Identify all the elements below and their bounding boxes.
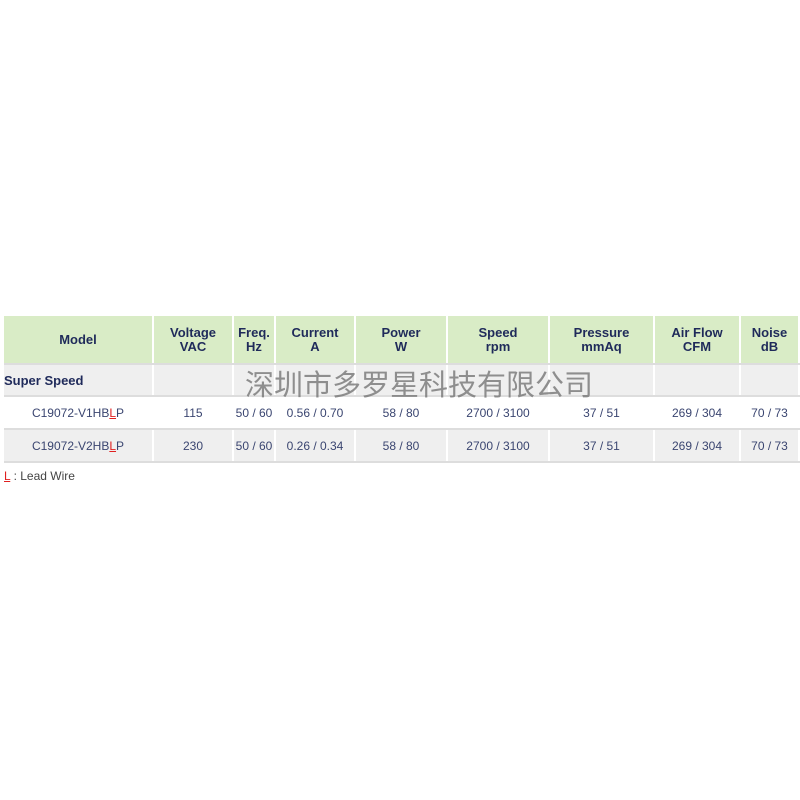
column-header: Power W — [355, 316, 448, 365]
column-header: Freq. Hz — [233, 316, 276, 365]
header-row: Model Voltage VAC Freq. Hz Current A Power W Spee… — [4, 316, 800, 365]
header-unit: VAC — [179, 338, 207, 354]
legend-note: L : Lead Wire — [4, 469, 75, 483]
header-unit: Hz — [246, 338, 262, 354]
column-header: Air Flow CFM — [654, 316, 741, 365]
header-line1: Current — [291, 324, 339, 340]
cell-freq: 50 / 60 — [233, 396, 276, 430]
watermark: 深圳市多罗星科技有限公司 — [245, 370, 594, 402]
cell-power: 58 / 80 — [355, 429, 448, 463]
cell-current: 0.56 / 0.70 — [275, 396, 356, 430]
column-header: Pressure mmAq — [549, 316, 655, 365]
cell-voltage: 230 — [153, 429, 234, 463]
cell-pressure: 37 / 51 — [549, 396, 655, 430]
table-row: C19072-V1HBLP 115 50 / 60 0.56 / 0.70 58 / 8… — [4, 396, 800, 430]
note-key: L — [4, 469, 11, 483]
cell-power: 58 / 80 — [355, 396, 448, 430]
cell-current: 0.26 / 0.34 — [275, 429, 356, 463]
header-line1: Noise — [751, 324, 788, 340]
column-header: Model — [4, 316, 154, 365]
cell-airflow: 269 / 304 — [654, 429, 741, 463]
header-line1: Air Flow — [671, 324, 723, 340]
header-unit: rpm — [485, 338, 511, 354]
cell-freq: 50 / 60 — [233, 429, 276, 463]
header-unit: CFM — [682, 338, 712, 354]
spec-table: Model Voltage VAC Freq. Hz Current A Power W Spee… — [4, 316, 800, 463]
cell-pressure: 37 / 51 — [549, 429, 655, 463]
cell-noise: 70 / 73 — [740, 396, 800, 430]
cell-noise: 70 / 73 — [740, 429, 800, 463]
table-row: C19072-V2HBLP 230 50 / 60 0.26 / 0.34 58 / 8… — [4, 429, 800, 463]
column-header: Speed rpm — [447, 316, 550, 365]
section-label: Super Speed — [4, 364, 154, 397]
header-unit: A — [310, 338, 320, 354]
header-unit: mmAq — [581, 338, 622, 354]
header-line1: Model — [59, 331, 97, 347]
column-header: Noise dB — [740, 316, 800, 365]
header-line1: Pressure — [573, 324, 630, 340]
note-text: : Lead Wire — [10, 469, 75, 483]
header-line1: Speed — [478, 324, 518, 340]
cell-speed: 2700 / 3100 — [447, 396, 550, 430]
header-unit: W — [394, 338, 408, 354]
section-row: Super Speed — [4, 364, 800, 397]
cell-airflow: 269 / 304 — [654, 396, 741, 430]
header-line1: Freq. — [238, 324, 270, 340]
header-unit: dB — [760, 338, 779, 354]
column-header: Current A — [275, 316, 356, 365]
column-header: Voltage VAC — [153, 316, 234, 365]
cell-model: C19072-V1HBLP — [4, 396, 154, 430]
header-line1: Power — [381, 324, 421, 340]
cell-speed: 2700 / 3100 — [447, 429, 550, 463]
cell-voltage: 115 — [153, 396, 234, 430]
cell-model: C19072-V2HBLP — [4, 429, 154, 463]
header-line1: Voltage — [170, 324, 216, 340]
